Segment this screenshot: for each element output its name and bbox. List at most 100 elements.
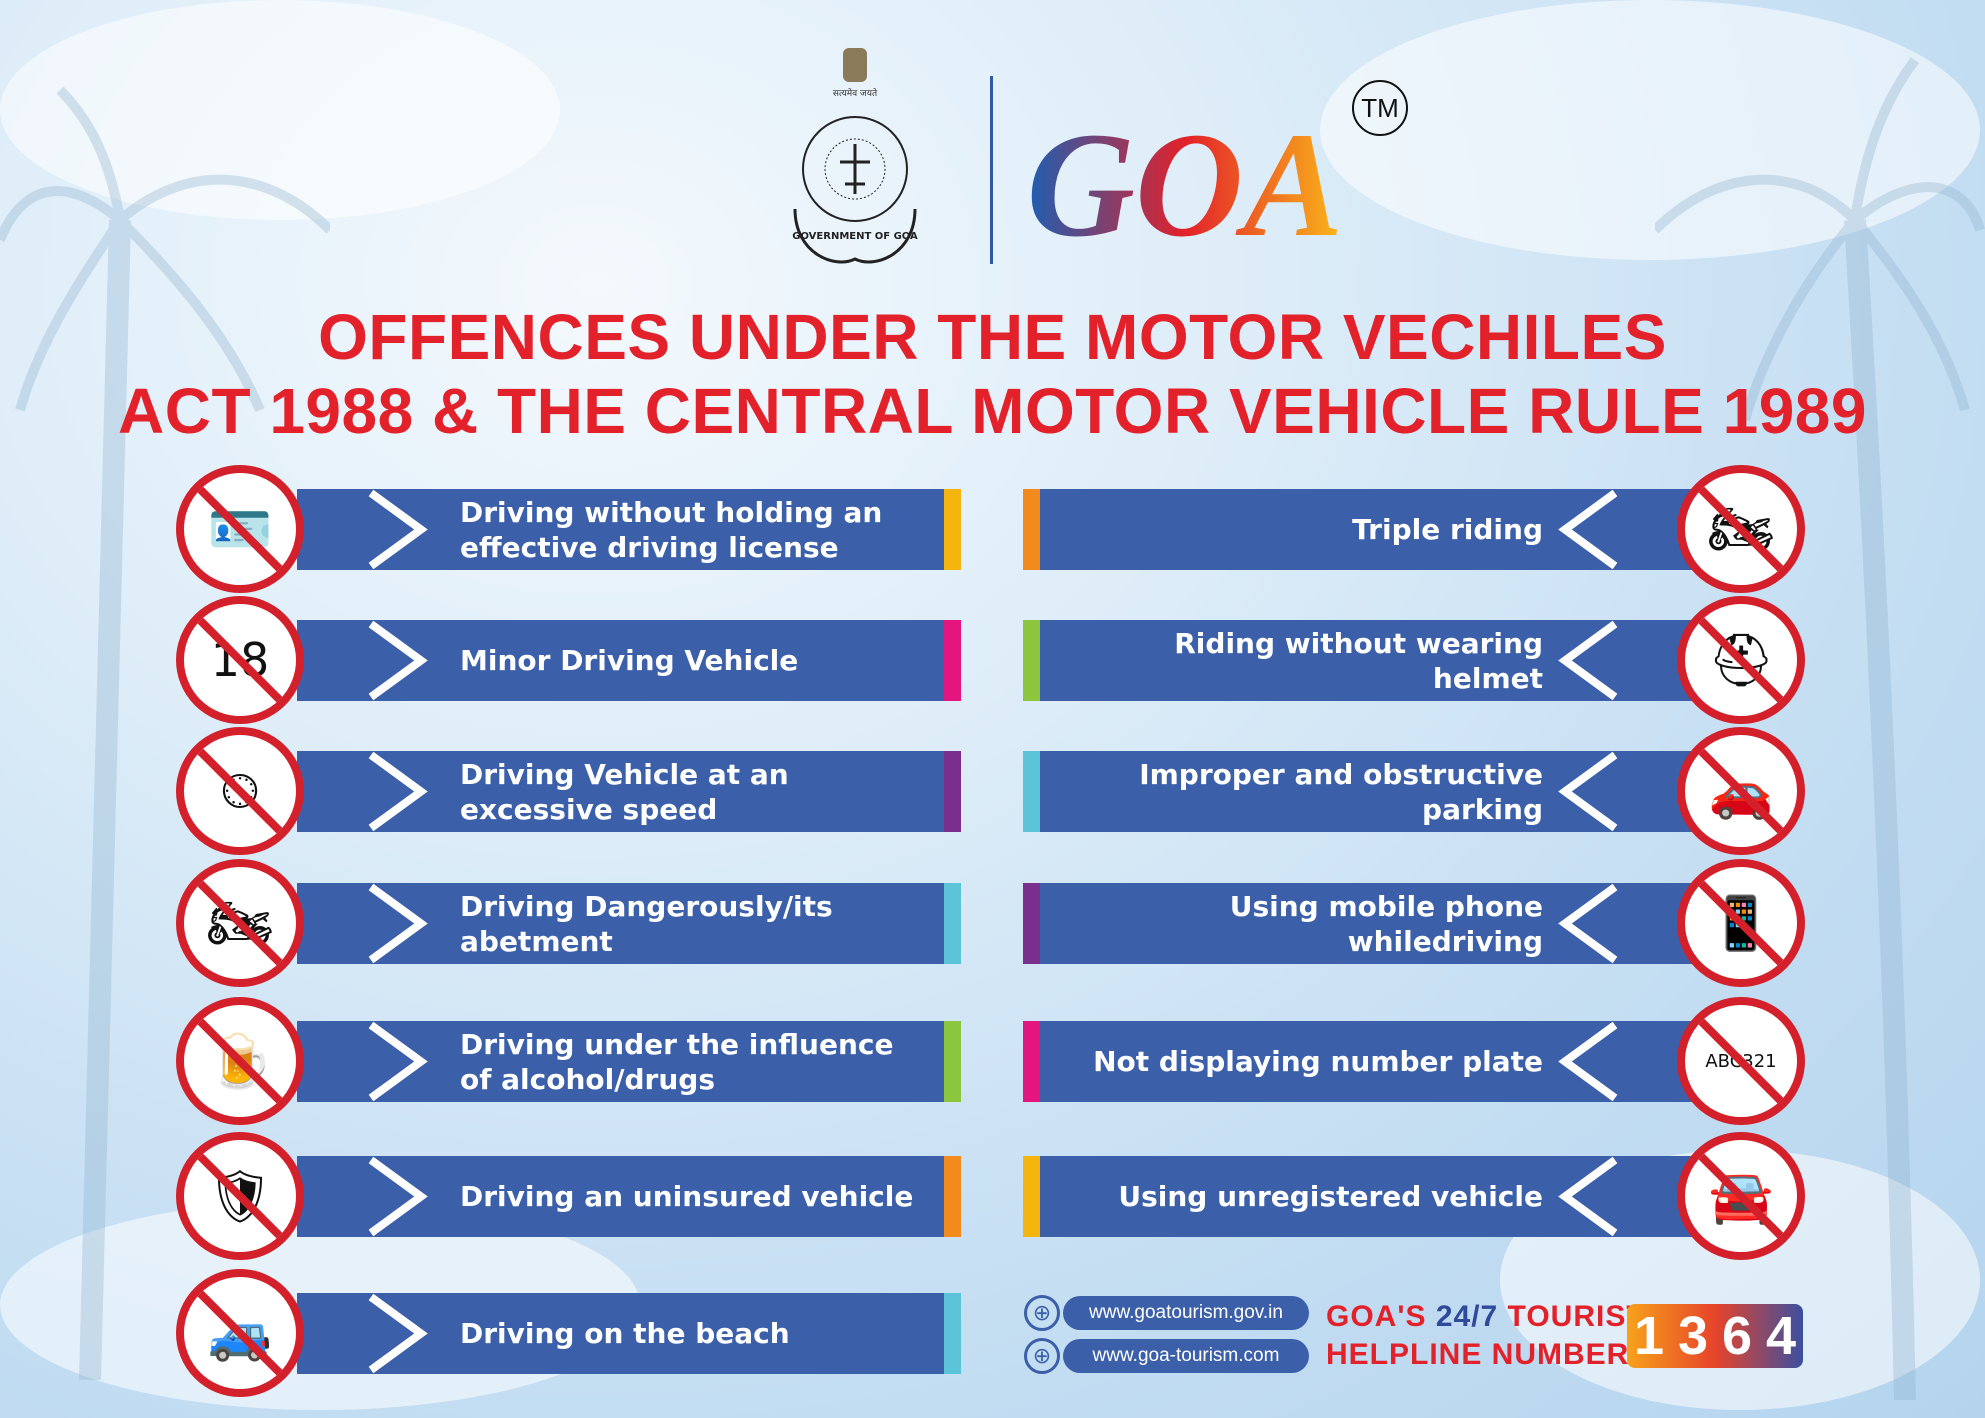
- offence-item: Using unregistered vehicle 🚘: [1023, 1132, 1805, 1260]
- offence-item: Driving Vehicle at an excessive speed ⏲: [176, 727, 961, 855]
- chevron-left-icon: [1553, 1156, 1623, 1237]
- icon-glyph: 📱: [1708, 893, 1774, 954]
- offence-text: Using mobile phone whiledriving: [1229, 889, 1543, 958]
- offence-label: Minor Driving Vehicle: [297, 620, 944, 701]
- speedometer-icon: ⏲: [176, 727, 304, 855]
- offence-text: Using unregistered vehicle: [1118, 1180, 1543, 1213]
- icon-glyph: ⏲: [219, 760, 261, 821]
- icon-glyph: 🚗: [1708, 761, 1774, 822]
- icon-glyph: 18: [210, 633, 270, 687]
- offence-text: Not displaying number plate: [1093, 1045, 1543, 1078]
- offence-text: Improper and obstructive parking: [1139, 757, 1543, 826]
- offence-label: Improper and obstructive parking: [1040, 751, 1703, 832]
- offence-label: Driving on the beach: [297, 1293, 944, 1374]
- icon-glyph: 🚘: [1708, 1166, 1774, 1227]
- helpline-tourist: TOURIST: [1498, 1300, 1646, 1333]
- offence-text: Driving Vehicle at an excessive speed: [460, 757, 789, 826]
- helpline-digit: 4: [1765, 1306, 1797, 1366]
- offence-item: Driving on the beach 🚙: [176, 1269, 961, 1397]
- chevron-right-icon: [363, 883, 433, 964]
- globe-icon: ⊕: [1024, 1295, 1060, 1331]
- icon-glyph: 🛡: [206, 1166, 273, 1227]
- helpline-24-7: 24/7: [1435, 1300, 1499, 1333]
- color-strip: [944, 751, 961, 832]
- car-on-beach-icon: 🚙: [176, 1269, 304, 1397]
- color-strip: [944, 620, 961, 701]
- color-strip: [1023, 1156, 1040, 1237]
- mobile-phone-icon: 📱: [1677, 859, 1805, 987]
- no-parking-icon: 🚗: [1677, 727, 1805, 855]
- cloud: [1320, 0, 1980, 260]
- color-strip: [944, 1156, 961, 1237]
- chevron-right-icon: [363, 1021, 433, 1102]
- header-divider: [990, 76, 993, 264]
- number-plate-icon: ABC321: [1677, 997, 1805, 1125]
- website-link-1[interactable]: www.goatourism.gov.in: [1063, 1296, 1309, 1330]
- color-strip: [1023, 620, 1040, 701]
- color-strip: [944, 1021, 961, 1102]
- helpline-line1: GOA'S 24/7 TOURIST: [1326, 1300, 1646, 1334]
- age-18-icon: 18: [176, 596, 304, 724]
- collision-icon: 🏍: [176, 859, 304, 987]
- offence-item: Triple riding 🏍: [1023, 465, 1805, 593]
- offence-item: Using mobile phone whiledriving 📱: [1023, 859, 1805, 987]
- offence-label: Driving an uninsured vehicle: [297, 1156, 944, 1237]
- offence-label: Riding without wearing helmet: [1040, 620, 1703, 701]
- icon-glyph: 🪪: [207, 499, 273, 560]
- offence-label: Triple riding: [1040, 489, 1703, 570]
- offence-item: Not displaying number plate ABC321: [1023, 997, 1805, 1125]
- svg-text:GOVERNMENT OF GOA: GOVERNMENT OF GOA: [792, 231, 918, 242]
- insurance-shield-icon: 🛡: [176, 1132, 304, 1260]
- offence-item: Driving Dangerously/its abetment 🏍: [176, 859, 961, 987]
- license-card-icon: 🪪: [176, 465, 304, 593]
- helmet-icon: ⛑: [1677, 596, 1805, 724]
- icon-glyph: 🍺: [207, 1031, 273, 1092]
- icon-glyph: ABC321: [1705, 1050, 1777, 1072]
- offence-item: Improper and obstructive parking 🚗: [1023, 727, 1805, 855]
- icon-glyph: 🏍: [1707, 499, 1774, 560]
- offence-item: Driving under the influence of alcohol/d…: [176, 997, 961, 1125]
- chevron-left-icon: [1553, 883, 1623, 964]
- beer-mug-icon: 🍺: [176, 997, 304, 1125]
- offence-item: Driving an uninsured vehicle 🛡: [176, 1132, 961, 1260]
- offence-text: Driving on the beach: [460, 1317, 790, 1350]
- offence-label: Using mobile phone whiledriving: [1040, 883, 1703, 964]
- offence-text: Driving without holding an effective dri…: [460, 495, 883, 564]
- helpline-number: 1 3 6 4: [1627, 1304, 1803, 1368]
- triple-riding-icon: 🏍: [1677, 465, 1805, 593]
- svg-text:GOA: GOA: [1027, 102, 1344, 260]
- color-strip: [1023, 883, 1040, 964]
- color-strip: [944, 883, 961, 964]
- government-of-goa-emblem: सत्यमेव जयते GOVERNMENT OF GOA: [792, 48, 918, 264]
- offence-text: Riding without wearing helmet: [1174, 626, 1543, 695]
- helpline-line2: HELPLINE NUMBER: [1326, 1338, 1630, 1371]
- svg-text:सत्यमेव जयते: सत्यमेव जयते: [833, 87, 878, 99]
- color-strip: [1023, 1021, 1040, 1102]
- helpline-digit: 6: [1721, 1306, 1753, 1366]
- unregistered-car-icon: 🚘: [1677, 1132, 1805, 1260]
- helpline-digit: 3: [1677, 1306, 1709, 1366]
- globe-icon: ⊕: [1024, 1338, 1060, 1374]
- website-link-2[interactable]: www.goa-tourism.com: [1063, 1339, 1309, 1373]
- offence-label: Driving Dangerously/its abetment: [297, 883, 944, 964]
- chevron-right-icon: [363, 489, 433, 570]
- helpline-goa: GOA'S: [1326, 1300, 1436, 1333]
- offence-item: Riding without wearing helmet ⛑: [1023, 596, 1805, 724]
- offence-item: Minor Driving Vehicle 18: [176, 596, 961, 724]
- cloud: [0, 0, 560, 220]
- chevron-left-icon: [1553, 751, 1623, 832]
- chevron-right-icon: [363, 620, 433, 701]
- palm-tree-right-icon: [1655, 57, 1985, 1400]
- offence-label: Not displaying number plate: [1040, 1021, 1703, 1102]
- offence-label: Driving under the influence of alcohol/d…: [297, 1021, 944, 1102]
- offence-text: Driving an uninsured vehicle: [460, 1180, 914, 1213]
- page-title-line2: ACT 1988 & THE CENTRAL MOTOR VEHICLE RUL…: [118, 375, 1867, 447]
- chevron-left-icon: [1553, 620, 1623, 701]
- helpline-digit: 1: [1633, 1306, 1665, 1366]
- chevron-right-icon: [363, 1156, 433, 1237]
- offence-label: Driving without holding an effective dri…: [297, 489, 944, 570]
- chevron-left-icon: [1553, 1021, 1623, 1102]
- goa-logo: GOA: [1027, 102, 1344, 260]
- chevron-right-icon: [363, 751, 433, 832]
- offence-label: Using unregistered vehicle: [1040, 1156, 1703, 1237]
